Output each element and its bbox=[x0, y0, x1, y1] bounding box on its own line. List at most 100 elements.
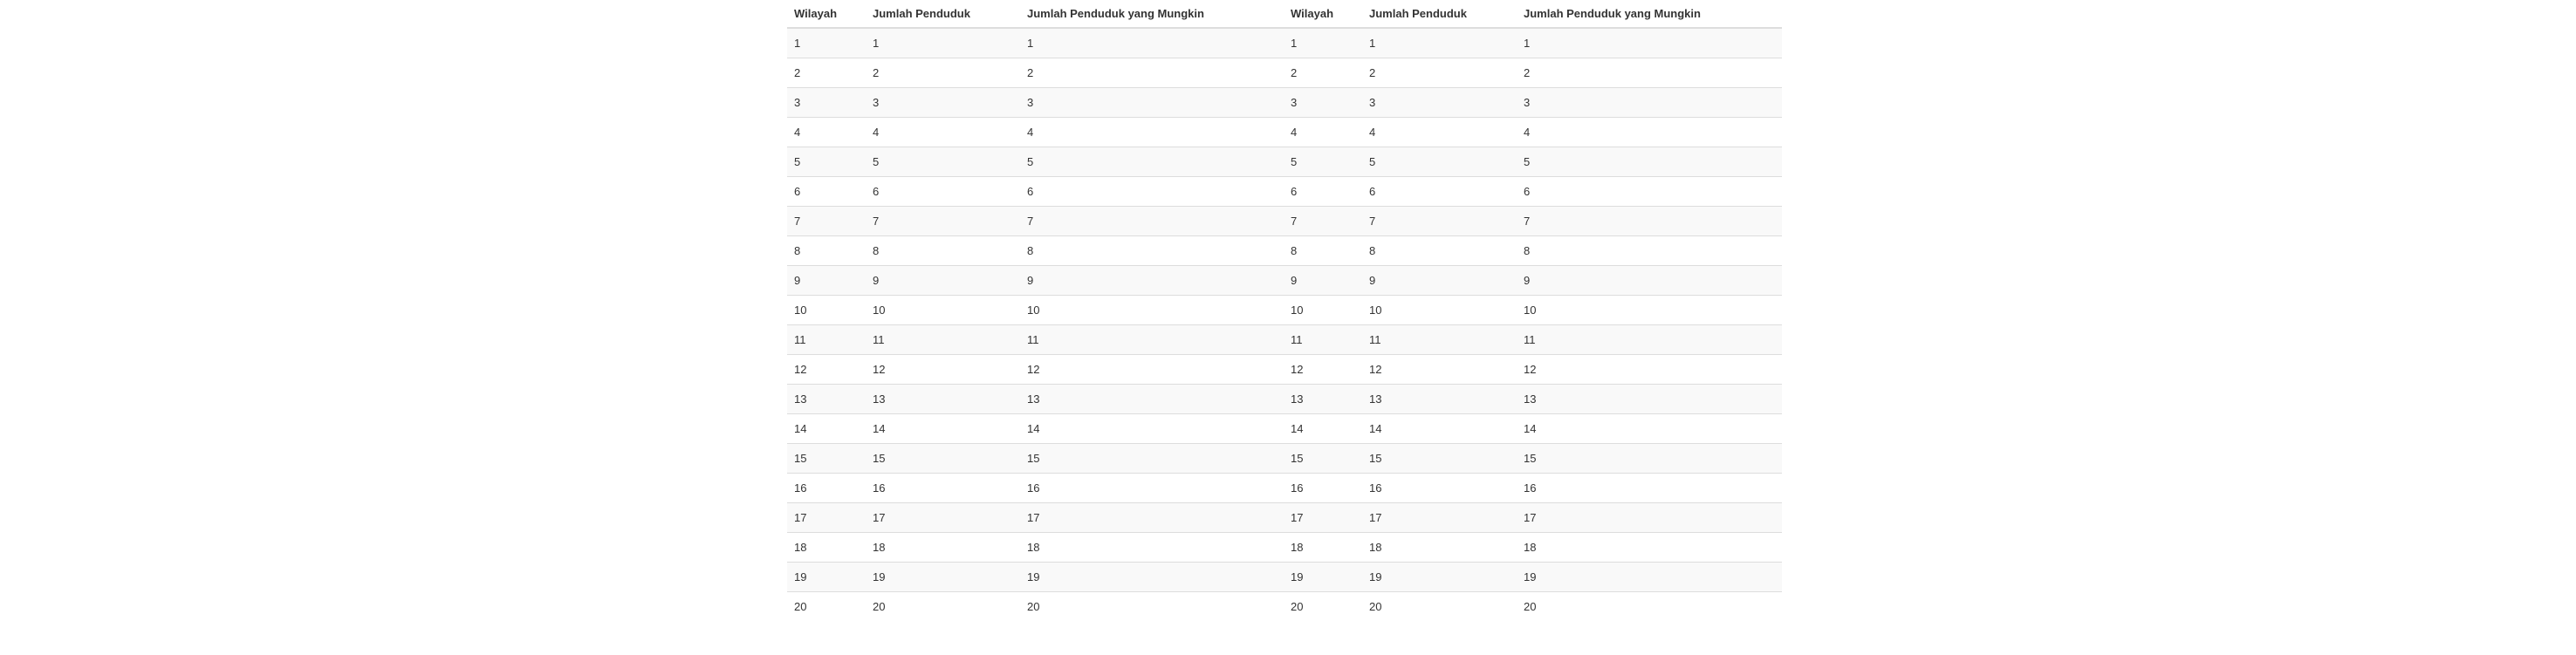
cell-wilayah: 11 bbox=[787, 324, 866, 355]
cell-jumlah-penduduk: 20 bbox=[866, 591, 1020, 621]
population-table-container: Wilayah Jumlah Penduduk Jumlah Penduduk … bbox=[787, 0, 1782, 621]
cell-wilayah: 7 bbox=[787, 206, 866, 236]
cell-wilayah: 8 bbox=[1284, 235, 1362, 266]
cell-jumlah-penduduk-mungkin: 10 bbox=[1020, 295, 1284, 325]
cell-jumlah-penduduk-mungkin: 1 bbox=[1517, 28, 1782, 58]
cell-jumlah-penduduk-mungkin: 12 bbox=[1517, 354, 1782, 385]
cell-jumlah-penduduk-mungkin: 5 bbox=[1020, 147, 1284, 177]
cell-jumlah-penduduk-mungkin: 20 bbox=[1517, 591, 1782, 621]
table-header: Wilayah Jumlah Penduduk Jumlah Penduduk … bbox=[787, 0, 1782, 29]
cell-wilayah: 14 bbox=[1284, 413, 1362, 444]
cell-wilayah: 15 bbox=[787, 443, 866, 474]
cell-wilayah: 7 bbox=[1284, 206, 1362, 236]
cell-jumlah-penduduk: 12 bbox=[1362, 354, 1517, 385]
cell-jumlah-penduduk: 7 bbox=[1362, 206, 1517, 236]
cell-jumlah-penduduk: 17 bbox=[1362, 502, 1517, 533]
cell-jumlah-penduduk: 14 bbox=[866, 413, 1020, 444]
cell-jumlah-penduduk: 20 bbox=[1362, 591, 1517, 621]
cell-jumlah-penduduk: 19 bbox=[866, 562, 1020, 592]
cell-jumlah-penduduk: 13 bbox=[1362, 384, 1517, 414]
header-jumlah-penduduk-2: Jumlah Penduduk bbox=[1362, 0, 1517, 29]
cell-jumlah-penduduk: 7 bbox=[866, 206, 1020, 236]
table-row: 20 20 20 20 20 20 bbox=[787, 591, 1782, 621]
cell-wilayah: 5 bbox=[787, 147, 866, 177]
cell-wilayah: 6 bbox=[1284, 176, 1362, 207]
cell-wilayah: 5 bbox=[1284, 147, 1362, 177]
header-jumlah-penduduk-mungkin-1: Jumlah Penduduk yang Mungkin bbox=[1020, 0, 1284, 29]
cell-jumlah-penduduk: 10 bbox=[1362, 295, 1517, 325]
cell-wilayah: 17 bbox=[787, 502, 866, 533]
table-row: 12 12 12 12 12 12 bbox=[787, 354, 1782, 385]
table-row: 19 19 19 19 19 19 bbox=[787, 562, 1782, 592]
cell-wilayah: 19 bbox=[787, 562, 866, 592]
cell-jumlah-penduduk-mungkin: 3 bbox=[1517, 87, 1782, 118]
cell-jumlah-penduduk-mungkin: 10 bbox=[1517, 295, 1782, 325]
cell-wilayah: 13 bbox=[1284, 384, 1362, 414]
cell-jumlah-penduduk: 6 bbox=[866, 176, 1020, 207]
cell-jumlah-penduduk: 1 bbox=[866, 28, 1020, 58]
cell-jumlah-penduduk: 13 bbox=[866, 384, 1020, 414]
cell-jumlah-penduduk: 12 bbox=[866, 354, 1020, 385]
cell-jumlah-penduduk-mungkin: 14 bbox=[1020, 413, 1284, 444]
cell-jumlah-penduduk-mungkin: 7 bbox=[1020, 206, 1284, 236]
cell-jumlah-penduduk-mungkin: 9 bbox=[1517, 265, 1782, 296]
cell-jumlah-penduduk-mungkin: 2 bbox=[1020, 58, 1284, 88]
population-table: Wilayah Jumlah Penduduk Jumlah Penduduk … bbox=[787, 0, 1782, 621]
cell-jumlah-penduduk: 16 bbox=[866, 473, 1020, 503]
cell-wilayah: 4 bbox=[787, 117, 866, 147]
cell-jumlah-penduduk-mungkin: 7 bbox=[1517, 206, 1782, 236]
cell-jumlah-penduduk-mungkin: 1 bbox=[1020, 28, 1284, 58]
cell-wilayah: 3 bbox=[1284, 87, 1362, 118]
cell-jumlah-penduduk-mungkin: 13 bbox=[1020, 384, 1284, 414]
cell-jumlah-penduduk-mungkin: 11 bbox=[1517, 324, 1782, 355]
cell-jumlah-penduduk: 14 bbox=[1362, 413, 1517, 444]
table-row: 16 16 16 16 16 16 bbox=[787, 473, 1782, 503]
cell-jumlah-penduduk-mungkin: 6 bbox=[1517, 176, 1782, 207]
header-wilayah-2: Wilayah bbox=[1284, 0, 1362, 29]
cell-jumlah-penduduk: 18 bbox=[1362, 532, 1517, 563]
cell-wilayah: 9 bbox=[1284, 265, 1362, 296]
cell-jumlah-penduduk-mungkin: 9 bbox=[1020, 265, 1284, 296]
cell-jumlah-penduduk: 3 bbox=[866, 87, 1020, 118]
cell-jumlah-penduduk: 18 bbox=[866, 532, 1020, 563]
table-row: 13 13 13 13 13 13 bbox=[787, 384, 1782, 414]
table-row: 17 17 17 17 17 17 bbox=[787, 502, 1782, 533]
cell-jumlah-penduduk-mungkin: 17 bbox=[1020, 502, 1284, 533]
cell-jumlah-penduduk: 6 bbox=[1362, 176, 1517, 207]
cell-wilayah: 10 bbox=[1284, 295, 1362, 325]
cell-jumlah-penduduk-mungkin: 15 bbox=[1020, 443, 1284, 474]
cell-wilayah: 6 bbox=[787, 176, 866, 207]
cell-wilayah: 18 bbox=[787, 532, 866, 563]
cell-jumlah-penduduk: 9 bbox=[1362, 265, 1517, 296]
cell-jumlah-penduduk: 5 bbox=[866, 147, 1020, 177]
cell-jumlah-penduduk-mungkin: 18 bbox=[1020, 532, 1284, 563]
cell-jumlah-penduduk: 3 bbox=[1362, 87, 1517, 118]
cell-jumlah-penduduk-mungkin: 17 bbox=[1517, 502, 1782, 533]
cell-jumlah-penduduk-mungkin: 8 bbox=[1517, 235, 1782, 266]
header-row: Wilayah Jumlah Penduduk Jumlah Penduduk … bbox=[787, 0, 1782, 29]
cell-jumlah-penduduk-mungkin: 11 bbox=[1020, 324, 1284, 355]
cell-wilayah: 3 bbox=[787, 87, 866, 118]
cell-jumlah-penduduk-mungkin: 5 bbox=[1517, 147, 1782, 177]
cell-wilayah: 2 bbox=[1284, 58, 1362, 88]
cell-wilayah: 16 bbox=[787, 473, 866, 503]
cell-jumlah-penduduk-mungkin: 19 bbox=[1517, 562, 1782, 592]
cell-jumlah-penduduk-mungkin: 15 bbox=[1517, 443, 1782, 474]
cell-wilayah: 2 bbox=[787, 58, 866, 88]
cell-jumlah-penduduk-mungkin: 4 bbox=[1020, 117, 1284, 147]
cell-jumlah-penduduk: 8 bbox=[1362, 235, 1517, 266]
cell-jumlah-penduduk: 9 bbox=[866, 265, 1020, 296]
cell-wilayah: 17 bbox=[1284, 502, 1362, 533]
cell-jumlah-penduduk: 11 bbox=[1362, 324, 1517, 355]
cell-wilayah: 1 bbox=[1284, 28, 1362, 58]
cell-wilayah: 14 bbox=[787, 413, 866, 444]
cell-jumlah-penduduk-mungkin: 3 bbox=[1020, 87, 1284, 118]
